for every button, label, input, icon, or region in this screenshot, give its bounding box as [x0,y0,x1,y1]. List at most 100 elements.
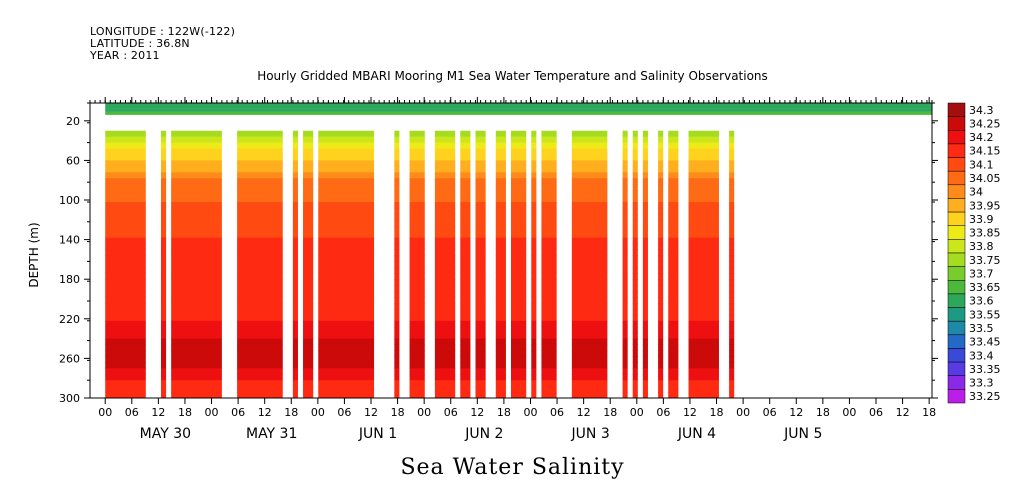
salinity-cell [394,243,400,251]
salinity-cell [668,320,679,328]
x-tick-label: 18 [391,406,405,419]
salinity-cell [434,386,456,393]
salinity-cell [161,213,167,221]
salinity-cell [161,362,167,369]
salinity-cell [632,255,638,262]
salinity-cell [632,148,638,155]
salinity-cell [394,344,400,351]
salinity-cell [688,267,719,274]
salinity-cell [161,308,167,316]
salinity-cell [237,154,283,161]
salinity-cell [495,314,506,322]
salinity-cell [171,291,222,298]
salinity-cell [688,196,719,203]
salinity-cell [237,190,283,197]
salinity-cell [434,314,456,322]
colorbar-label: 33.6 [969,295,994,308]
salinity-cell [318,285,375,292]
salinity-cell [105,302,146,310]
salinity-cell [495,273,506,280]
salinity-cell [105,386,146,393]
salinity-cell [409,380,425,387]
salinity-cell [688,291,719,298]
salinity-cell [409,392,425,399]
salinity-cell [394,130,400,138]
data-segment [658,130,664,399]
salinity-cell [161,190,167,197]
salinity-cell [668,362,679,369]
salinity-cell [622,213,628,221]
salinity-cell [460,130,471,138]
latitude-label: LATITUDE : 36.8N [90,37,190,50]
data-segment [105,130,146,399]
salinity-cell [237,172,283,179]
salinity-cell [511,160,527,167]
salinity-cell [571,320,608,328]
salinity-cell [729,166,735,173]
salinity-cell [495,362,506,369]
salinity-cell [237,392,283,399]
salinity-cell [622,249,628,256]
salinity-cell [105,380,146,387]
salinity-cell [460,219,471,227]
salinity-cell [541,148,557,155]
colorbar-swatch [947,184,966,199]
colorbar-swatch [947,143,966,158]
salinity-cell [460,154,471,161]
salinity-cell [642,142,648,150]
salinity-cell [161,261,167,268]
salinity-cell [688,344,719,351]
salinity-cell [668,350,679,357]
data-segment [668,130,679,399]
salinity-cell [642,344,648,351]
salinity-cell [688,201,719,209]
salinity-cell [571,261,608,268]
salinity-cell [394,219,400,227]
salinity-cell [688,249,719,256]
salinity-cell [668,291,679,298]
salinity-cell [475,332,486,340]
salinity-cell [475,285,486,292]
salinity-cell [303,249,314,256]
salinity-cell [318,178,375,185]
salinity-cell [394,332,400,340]
salinity-cell [541,255,557,262]
salinity-cell [511,273,527,280]
salinity-cell [292,356,298,363]
salinity-cell [237,225,283,233]
salinity-cell [475,184,486,191]
salinity-cell [632,332,638,340]
salinity-cell [105,320,146,328]
salinity-cell [303,166,314,173]
y-tick-label: 60 [66,154,80,167]
salinity-cell [409,314,425,322]
salinity-cell [571,130,608,138]
salinity-cell [668,326,679,334]
salinity-cell [729,320,735,328]
salinity-cell [622,279,628,286]
salinity-cell [688,380,719,387]
salinity-cell [475,267,486,274]
salinity-cell [237,356,283,363]
plot-title: Hourly Gridded MBARI Mooring M1 Sea Wate… [257,69,768,83]
colorbar-label: 33.75 [969,254,1001,267]
salinity-cell [409,362,425,369]
data-segment [409,130,425,399]
salinity-cell [541,190,557,197]
data-segment [303,130,314,399]
salinity-cell [318,297,375,304]
salinity-cell [318,166,375,173]
salinity-cell [303,374,314,381]
salinity-cell [460,207,471,215]
salinity-cell [161,184,167,191]
salinity-cell [642,243,648,251]
salinity-cell [318,160,375,167]
salinity-cell [729,332,735,340]
salinity-cell [409,374,425,381]
salinity-cell [318,308,375,316]
salinity-cell [642,201,648,209]
salinity-cell [668,249,679,256]
salinity-cell [318,130,375,138]
salinity-cell [622,136,628,144]
salinity-cell [541,172,557,179]
